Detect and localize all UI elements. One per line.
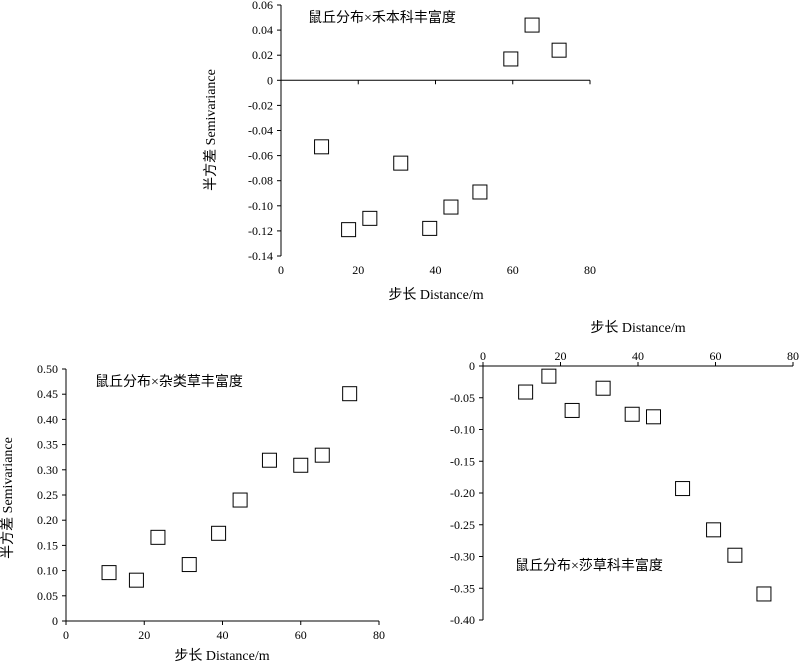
chart-sedge-richness-data-point: [727, 547, 743, 563]
chart-grass-richness-ylabel: 半方差 Semivariance: [203, 69, 219, 191]
chart-sedge-richness-xlabel: 步长 Distance/m: [590, 320, 685, 336]
chart-grass-richness-ticks: 0.06 0.04 0.02 0 -0.02 -0.04 -0.06 -0.08 -0.10 -0…: [248, 0, 596, 277]
chart-sedge-richness-x-tick-label: 0: [480, 349, 486, 363]
chart-forb-richness-data-point: [342, 386, 358, 402]
chart-forb-richness-x-tick-label: 20: [138, 628, 150, 642]
chart-forb-richness-data-point: [211, 525, 227, 541]
chart-forb-richness-xlabel: 步长 Distance/m: [174, 648, 269, 663]
chart-forb-richness-y-tick-label: 0.45: [37, 387, 58, 401]
chart-grass-richness-data-point: [472, 184, 488, 200]
chart-sedge-richness: 0 -0.05 -0.10 -0.15 -0.20 -0.25 -0.30 -0.35 -0.4…: [450, 320, 799, 627]
chart-grass-richness-data-point: [341, 222, 357, 238]
chart-grass-richness-y-tick-label: -0.06: [248, 149, 273, 163]
chart-sedge-richness-x-tick-label: 40: [632, 349, 644, 363]
chart-forb-richness-data-point: [128, 572, 144, 588]
chart-grass-richness-data-point: [503, 51, 519, 67]
chart-sedge-richness-data-point: [595, 380, 611, 396]
chart-grass-richness-y-tick-label: -0.12: [248, 224, 273, 238]
chart-sedge-richness-x-tick-label: 60: [710, 349, 722, 363]
chart-sedge-richness-y-tick-label: -0.10: [450, 423, 475, 437]
chart-grass-richness-data-point: [524, 17, 540, 33]
chart-sedge-richness-data-point: [675, 481, 691, 497]
chart-forb-richness-x-tick-label: 60: [295, 628, 307, 642]
chart-grass-richness-data-point: [443, 199, 459, 215]
chart-sedge-richness-y-tick-label: -0.35: [450, 581, 475, 595]
chart-forb-richness-ylabel: 半方差 Semivariance: [0, 437, 16, 559]
chart-forb-richness-y-tick-label: 0.05: [37, 589, 58, 603]
chart-grass-richness-data-point: [422, 220, 438, 236]
chart-sedge-richness-y-tick-label: -0.20: [450, 486, 475, 500]
chart-grass-richness: 0.06 0.04 0.02 0 -0.02 -0.04 -0.06 -0.08 -0.10 -0…: [203, 0, 596, 303]
chart-sedge-richness-data-point: [706, 522, 722, 538]
chart-forb-richness-x-tick-label: 80: [373, 628, 385, 642]
chart-forb-richness: 0.50 0.45 0.40 0.35 0.30 0.25 0.20 0.15 0.10 0.05…: [0, 362, 385, 663]
chart-forb-richness-points: [101, 386, 358, 588]
chart-grass-richness-points: [314, 17, 567, 238]
chart-sedge-richness-ticks: 0 -0.05 -0.10 -0.15 -0.20 -0.25 -0.30 -0.35 -0.4…: [450, 349, 799, 627]
chart-sedge-richness-data-point: [564, 402, 580, 418]
chart-forb-richness-data-point: [314, 447, 330, 463]
chart-sedge-richness-data-point: [624, 406, 640, 422]
chart-forb-richness-data-point: [101, 565, 117, 581]
chart-forb-richness-y-tick-label: 0: [52, 614, 58, 628]
chart-grass-richness-y-tick-label: -0.08: [248, 174, 273, 188]
chart-sedge-richness-data-point: [518, 384, 534, 400]
chart-forb-richness-y-tick-label: 0.25: [37, 488, 58, 502]
chart-grass-richness-title: 鼠丘分布×禾本科丰富度: [308, 9, 456, 26]
chart-grass-richness-y-tick-label: 0.04: [252, 23, 273, 37]
chart-sedge-richness-y-tick-label: -0.25: [450, 518, 475, 532]
chart-sedge-richness-y-tick-label: -0.05: [450, 391, 475, 405]
chart-grass-richness-data-point: [314, 139, 330, 155]
chart-grass-richness-x-tick-label: 0: [278, 263, 284, 277]
chart-sedge-richness-title: 鼠丘分布×莎草科丰富度: [515, 557, 663, 574]
chart-sedge-richness-data-point: [646, 409, 661, 425]
chart-grass-richness-x-tick-label: 40: [430, 263, 442, 277]
chart-sedge-richness-y-tick-label: 0: [469, 359, 475, 373]
chart-forb-richness-title: 鼠丘分布×杂类草丰富度: [95, 373, 243, 390]
chart-sedge-richness-y-tick-label: -0.30: [450, 550, 475, 564]
chart-forb-richness-data-point: [261, 452, 277, 468]
chart-sedge-richness-data-point: [756, 586, 772, 602]
chart-forb-richness-data-point: [150, 529, 166, 545]
chart-forb-richness-y-tick-label: 0.35: [37, 438, 58, 452]
chart-forb-richness-y-tick-label: 0.20: [37, 513, 58, 527]
chart-forb-richness-y-tick-label: 0.30: [37, 463, 58, 477]
chart-sedge-richness-points: [518, 368, 772, 602]
chart-grass-richness-x-tick-label: 20: [352, 263, 364, 277]
chart-grass-richness-y-tick-label: 0.06: [252, 0, 273, 12]
chart-sedge-richness-x-tick-label: 20: [555, 349, 567, 363]
chart-forb-richness-y-tick-label: 0.10: [37, 564, 58, 578]
chart-grass-richness-x-tick-label: 60: [507, 263, 519, 277]
chart-sedge-richness-y-tick-label: -0.15: [450, 454, 475, 468]
chart-grass-richness-y-tick-label: -0.04: [248, 124, 273, 138]
chart-grass-richness-data-point: [393, 155, 409, 171]
chart-grass-richness-y-tick-label: 0.02: [252, 48, 273, 62]
chart-forb-richness-x-tick-label: 40: [217, 628, 229, 642]
chart-forb-richness-y-tick-label: 0.15: [37, 538, 58, 552]
chart-grass-richness-y-tick-label: -0.02: [248, 98, 273, 112]
chart-forb-richness-y-tick-label: 0.50: [37, 362, 58, 376]
chart-forb-richness-data-point: [293, 457, 309, 473]
chart-forb-richness-y-tick-label: 0.40: [37, 412, 58, 426]
chart-forb-richness-data-point: [181, 557, 197, 573]
chart-grass-richness-y-tick-label: 0: [267, 73, 273, 87]
chart-grass-richness-data-point: [551, 42, 567, 58]
chart-sedge-richness-y-tick-label: -0.40: [450, 613, 475, 627]
chart-forb-richness-x-tick-label: 0: [63, 628, 69, 642]
chart-grass-richness-data-point: [362, 210, 378, 226]
chart-grass-richness-y-tick-label: -0.14: [248, 249, 273, 263]
chart-forb-richness-ticks: 0.50 0.45 0.40 0.35 0.30 0.25 0.20 0.15 0.10 0.05…: [37, 362, 385, 642]
chart-grass-richness-xlabel: 步长 Distance/m: [388, 287, 483, 303]
chart-grass-richness-x-tick-label: 80: [584, 263, 596, 277]
chart-sedge-richness-x-tick-label: 80: [787, 349, 799, 363]
chart-grass-richness-y-tick-label: -0.10: [248, 199, 273, 213]
chart-forb-richness-data-point: [232, 492, 248, 508]
chart-sedge-richness-data-point: [541, 368, 557, 384]
